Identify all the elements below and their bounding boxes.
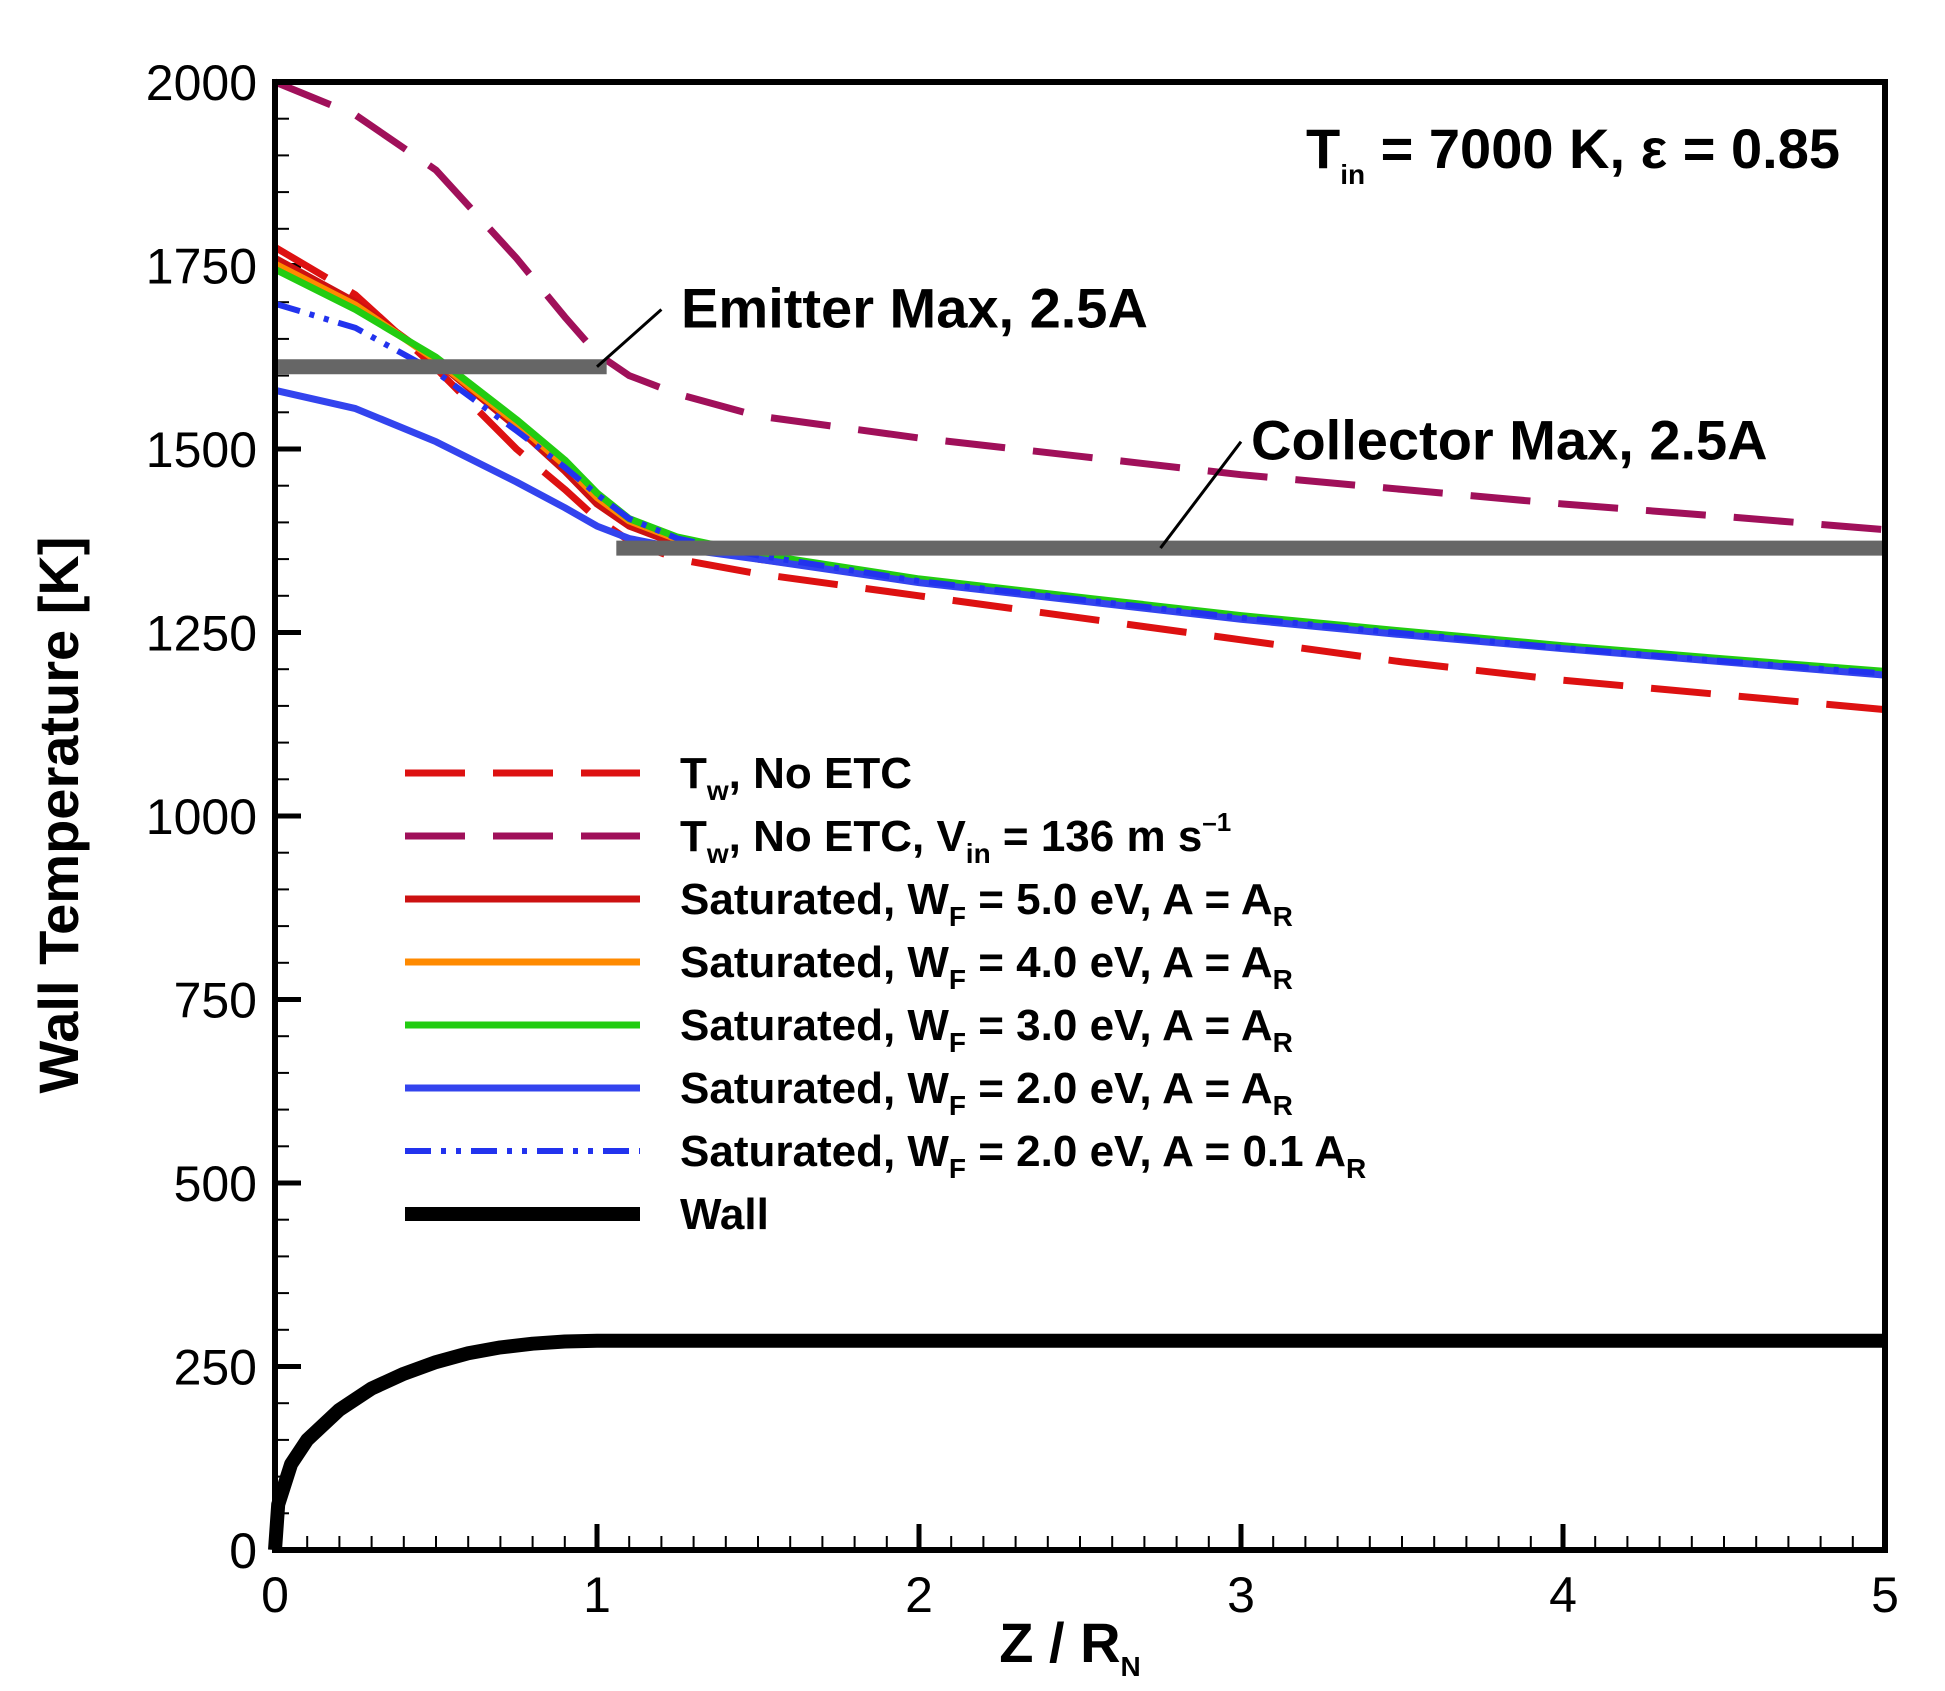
legend-label-tw-no-etc-vin: Tw, No ETC, Vin = 136 m s–1 [680,807,1231,869]
condition-annotation: Tin = 7000 K, ε = 0.85 [1306,117,1840,190]
x-tick-label: 5 [1871,1567,1899,1623]
series-line-tw-no-etc-vin [273,78,1886,534]
series-line-wall [268,1333,1885,1551]
x-tick-label: 0 [261,1567,289,1623]
x-tick-label: 3 [1227,1567,1255,1623]
x-axis-title: Z / RN [999,1611,1141,1682]
legend-label-sat-wf4: Saturated, WF = 4.0 eV, A = AR [680,938,1293,995]
threshold-leader-1 [1159,440,1243,549]
x-tick-label: 4 [1549,1567,1577,1623]
plot-border [272,79,1888,1553]
series-line-tw-no-etc [273,244,1886,714]
threshold-leader-0 [596,308,663,368]
y-tick-label: 750 [174,973,257,1029]
y-tick-label: 250 [174,1340,257,1396]
y-tick-label: 0 [229,1523,257,1579]
y-tick-label: 1250 [146,606,257,662]
y-tick-label: 1750 [146,239,257,295]
legend-label-sat-wf3: Saturated, WF = 3.0 eV, A = AR [680,1001,1293,1058]
threshold-layer [275,308,1885,556]
threshold-labels: Emitter Max, 2.5A Collector Max, 2.5A [681,277,1768,472]
x-tick-label: 1 [583,1567,611,1623]
tick-labels: 0 1 2 3 4 5 0 250 500 750 1000 1250 1500 1750 2000 [146,55,1899,1623]
y-tick-label: 500 [174,1156,257,1212]
legend-label-sat-wf2: Saturated, WF = 2.0 eV, A = AR [680,1064,1293,1121]
y-tick-label: 1000 [146,789,257,845]
y-tick-label: 2000 [146,55,257,111]
plot-frame [272,79,1888,1553]
legend-label-wall: Wall [680,1190,769,1239]
threshold-label-1: Collector Max, 2.5A [1251,409,1768,472]
legend-label-sat-wf5: Saturated, WF = 5.0 eV, A = AR [680,875,1293,932]
y-tick-label: 1500 [146,422,257,478]
legend-label-sat-wf2-a01: Saturated, WF = 2.0 eV, A = 0.1 AR [680,1127,1366,1184]
threshold-label-0: Emitter Max, 2.5A [681,277,1148,340]
y-axis-title: Wall Temperature [K] [27,537,90,1094]
x-tick-label: 2 [905,1567,933,1623]
legend-label-tw-no-etc: Tw, No ETC [680,749,912,806]
